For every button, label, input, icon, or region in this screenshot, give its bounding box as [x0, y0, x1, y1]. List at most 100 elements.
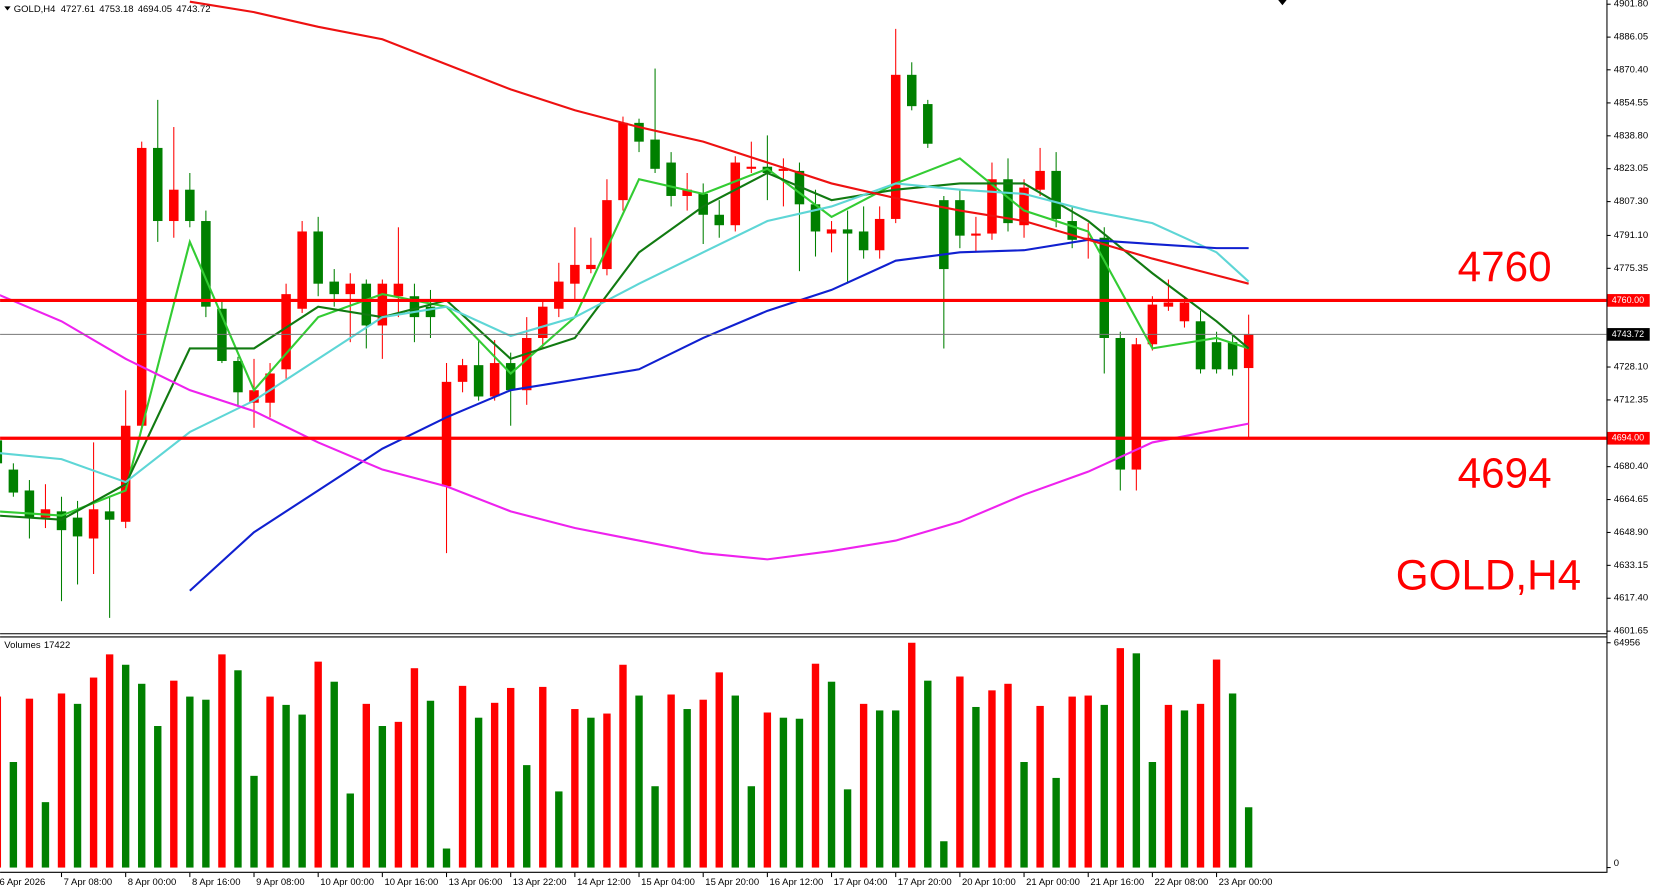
candle-body: [201, 221, 211, 307]
volume-bar: [811, 663, 820, 868]
y-tick-label: 4838.80: [1614, 130, 1648, 141]
candle-body: [473, 365, 484, 397]
volume-bar: [458, 685, 467, 868]
volume-bar: [298, 714, 306, 868]
candle-body: [1131, 344, 1142, 470]
candle-body: [153, 147, 163, 222]
volume-bar: [683, 709, 691, 868]
level-tag: [1607, 294, 1650, 307]
volume-bar: [362, 703, 371, 868]
volume-bar: [619, 664, 627, 868]
candle-body: [88, 509, 99, 539]
candle-body: [538, 306, 548, 338]
volume-bar: [426, 700, 435, 868]
volume-bar: [539, 686, 547, 868]
volume-bar: [1020, 762, 1028, 868]
y-tick-label: 4712.35: [1614, 394, 1648, 405]
level-label: 4760: [1458, 243, 1552, 290]
candle-body: [618, 122, 628, 201]
candle-body: [1179, 302, 1190, 322]
volume-bar: [956, 676, 964, 868]
level-tag: [1607, 431, 1650, 445]
candle-body: [1019, 187, 1029, 226]
x-tick-label: 9 Apr 08:00: [256, 877, 305, 888]
candle-body: [1243, 334, 1254, 369]
volume-bar: [282, 704, 290, 868]
volume-bar: [218, 654, 226, 868]
volume-bar: [138, 683, 146, 868]
candle-body: [1147, 304, 1158, 345]
x-tick-label: 13 Apr 06:00: [449, 877, 503, 888]
candle-body: [554, 281, 564, 309]
volume-bar: [506, 687, 515, 868]
volume-bar: [1148, 762, 1157, 868]
candle-body: [345, 283, 356, 295]
shift-marker: [1278, 0, 1287, 6]
y-tick-label: 4901.80: [1614, 0, 1648, 10]
candle-body: [923, 104, 933, 144]
volume-bar: [57, 693, 66, 868]
candle-body: [698, 193, 708, 215]
candle-body: [425, 306, 436, 318]
volume-bar: [587, 717, 595, 868]
candle-body: [602, 200, 612, 270]
volume-bar: [9, 762, 18, 868]
y-tick-label: 4680.40: [1614, 461, 1648, 472]
x-tick-label: 8 Apr 16:00: [192, 877, 241, 888]
level-tag-label: 4694.00: [1612, 433, 1644, 443]
moving-average-line: [0, 157, 1249, 517]
volume-bar: [603, 713, 611, 868]
volume-bar: [779, 717, 788, 868]
volume-bar: [651, 786, 659, 868]
volume-bar: [555, 791, 563, 868]
volume-bar: [234, 670, 242, 868]
x-tick-label: 8 Apr 00:00: [128, 877, 177, 888]
volume-bar: [0, 696, 2, 868]
menu-arrow: [4, 6, 11, 11]
candle-body: [8, 469, 19, 493]
volume-bar: [73, 703, 82, 868]
last-price-tag: [1607, 328, 1650, 341]
candle-body: [185, 189, 195, 222]
candle-body: [521, 337, 532, 391]
candle-body: [361, 283, 372, 326]
candle-body: [842, 229, 853, 234]
candle-body: [890, 74, 901, 219]
volume-bar: [394, 721, 403, 868]
close-value: 4743.72: [176, 3, 210, 14]
plot-area: [0, 0, 1254, 618]
candle-body: [810, 204, 821, 232]
volume-bar: [1004, 683, 1012, 868]
volume-bar: [170, 680, 178, 868]
candle-body: [1115, 337, 1126, 470]
moving-average-line: [0, 294, 1249, 561]
x-tick-label: 22 Apr 08:00: [1154, 877, 1208, 888]
volume-bar: [1100, 704, 1108, 868]
volume-bar: [988, 690, 996, 868]
y-tick-label: 4807.30: [1614, 196, 1648, 207]
volume-bar: [1084, 695, 1092, 868]
candle-body: [489, 363, 500, 397]
volume-header: Volumes 17422: [4, 639, 70, 650]
y-tick-label: 4870.40: [1614, 64, 1648, 75]
x-tick-label: 16 Apr 12:00: [769, 877, 823, 888]
candle-body: [329, 281, 339, 295]
candle-body: [826, 229, 837, 234]
y-tick-label: 4854.55: [1614, 97, 1648, 108]
y-tick-label: 4775.35: [1614, 263, 1648, 274]
candle-body: [265, 373, 275, 403]
candle-body: [714, 214, 724, 226]
volume-bar: [490, 702, 499, 868]
volume-bar: [699, 699, 707, 868]
volume-bar: [346, 793, 354, 868]
y-tick-label: 4601.65: [1614, 626, 1648, 637]
volume-bar: [892, 710, 900, 868]
candle-body: [393, 283, 404, 297]
candle-body: [874, 218, 885, 251]
candle-body: [1163, 302, 1174, 307]
candle-body: [570, 264, 580, 284]
candle-body: [40, 509, 51, 518]
high-value: 4753.18: [99, 3, 133, 14]
